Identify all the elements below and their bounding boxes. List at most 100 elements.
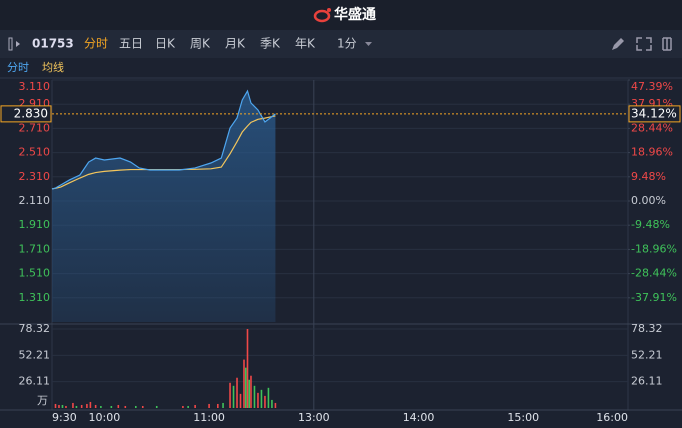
logo-icon	[313, 8, 331, 23]
volume-bar	[253, 385, 256, 408]
volume-bar	[100, 405, 102, 408]
x-tick-label: 14:00	[403, 411, 435, 424]
volume-bar	[267, 387, 270, 408]
y-tick-label: 2.710	[19, 121, 51, 134]
edit-icon[interactable]	[612, 38, 624, 50]
volume-bar	[217, 403, 219, 408]
volume-bar	[124, 405, 127, 408]
price-area	[52, 91, 276, 322]
x-tick-label: 11:00	[193, 411, 225, 424]
current-change-label: 34.12%	[631, 106, 677, 120]
legend-label: 均线	[42, 60, 64, 74]
y2-tick-label: -37.91%	[631, 291, 677, 304]
tab[interactable]: 年K	[295, 37, 316, 51]
volume-bar	[271, 399, 273, 408]
volume-bar	[155, 405, 158, 408]
volume-bar	[264, 395, 266, 408]
y2-tick-label: -9.48%	[631, 218, 670, 231]
volume-bar	[141, 405, 144, 408]
y2-tick-label: 28.44%	[631, 121, 673, 134]
y2-tick-label: -28.44%	[631, 267, 677, 280]
tab[interactable]: 周K	[190, 37, 211, 51]
interval[interactable]: 1分	[337, 37, 357, 51]
tab[interactable]: 月K	[225, 37, 246, 51]
volume-bar	[222, 402, 224, 408]
current-price-box	[0, 105, 52, 123]
volume-bar	[187, 405, 189, 408]
y-tick-label: 1.710	[19, 242, 51, 255]
toolbar	[0, 30, 682, 58]
volume-bar	[117, 404, 120, 408]
y-tick-label: 2.110	[19, 194, 51, 207]
legend-row	[0, 58, 682, 78]
volume-bar	[239, 393, 242, 408]
volume-bar	[89, 401, 92, 408]
current-change-box	[628, 105, 681, 123]
dropdown-arrow[interactable]	[365, 42, 372, 46]
volume-bar	[248, 379, 251, 408]
x-tick-label: 16:00	[596, 411, 628, 424]
y-tick-label: 2.310	[19, 170, 51, 183]
fullscreen-icon[interactable]	[662, 37, 672, 51]
volume-bar	[61, 404, 64, 408]
volume-bar	[75, 405, 78, 408]
vol-tick-label-right: 78.32	[631, 322, 663, 335]
volume-bar	[54, 403, 57, 408]
volume-bar	[72, 402, 74, 408]
volume-bar	[182, 405, 184, 408]
x-tick-label: 13:00	[298, 411, 330, 424]
volume-bar	[208, 403, 210, 408]
legend-label: 分时	[7, 61, 29, 74]
volume-bar	[236, 377, 238, 408]
volume-bar	[80, 404, 83, 408]
header-bar	[0, 0, 682, 30]
tab[interactable]: 分时	[84, 37, 108, 51]
volume-bar	[58, 404, 60, 408]
tab[interactable]: 日K	[155, 37, 176, 51]
volume-bar	[194, 404, 196, 408]
volume-bar	[260, 389, 263, 408]
vol-tick-label: 52.21	[19, 348, 51, 361]
y2-tick-label: -18.96%	[631, 242, 677, 255]
expand-icon[interactable]	[636, 37, 652, 51]
volume-bar	[243, 359, 245, 408]
stock-code: 01753	[32, 37, 74, 51]
volume-bar	[246, 329, 249, 408]
vol-tick-label-right: 52.21	[631, 348, 663, 361]
x-tick-label: 9:30	[52, 411, 77, 424]
volume-bar	[232, 385, 235, 408]
volume-bar	[65, 405, 67, 408]
volume-bar	[244, 367, 247, 408]
volume-bar	[274, 402, 277, 408]
vol-tick-label: 78.32	[19, 322, 51, 335]
logo-title: 华盛通	[334, 6, 376, 23]
y2-tick-label: 0.00%	[631, 194, 666, 207]
tab[interactable]: 五日	[119, 37, 143, 51]
collapse-icon[interactable]	[8, 37, 20, 51]
y2-tick-label: 9.48%	[631, 170, 666, 183]
current-price-label: 2.830	[14, 106, 48, 120]
volume-bar	[134, 405, 137, 408]
y-tick-label: 1.910	[19, 218, 51, 231]
x-tick-label: 10:00	[89, 411, 121, 424]
y-tick-label: 1.510	[19, 267, 51, 280]
volume-bar	[94, 404, 97, 408]
y-tick-label: 1.310	[19, 291, 51, 304]
volume-bar	[257, 392, 259, 408]
vol-unit: 万	[37, 394, 48, 407]
vol-tick-label-right: 26.11	[631, 375, 663, 388]
vol-tick-label: 26.11	[19, 375, 51, 388]
y2-tick-label: 47.39%	[631, 80, 673, 93]
volume-bar	[229, 382, 231, 408]
y-tick-label: 3.110	[19, 80, 51, 93]
x-tick-label: 15:00	[507, 411, 539, 424]
volume-bar	[86, 403, 88, 408]
volume-bar	[250, 375, 252, 408]
tab[interactable]: 季K	[260, 37, 281, 51]
y2-tick-label: 18.96%	[631, 146, 673, 159]
y-tick-label: 2.510	[19, 146, 51, 159]
volume-bar	[110, 405, 113, 408]
price-line	[51, 89, 276, 190]
